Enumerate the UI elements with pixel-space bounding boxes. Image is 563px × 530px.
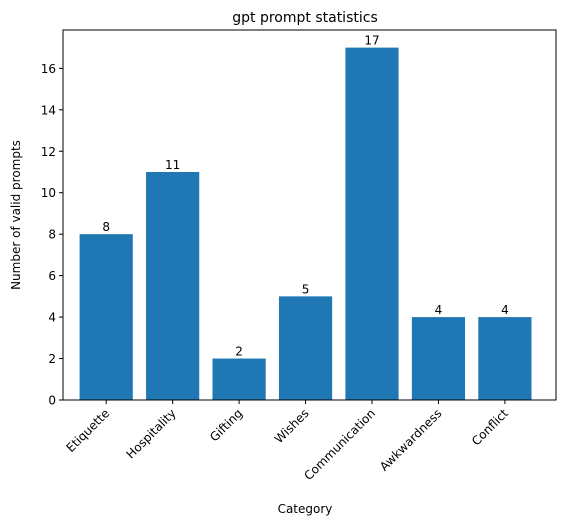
x-tick-label-wishes: Wishes bbox=[272, 406, 312, 446]
x-axis: Etiquette Hospitality Gifting WishesCommuni… bbox=[64, 400, 511, 483]
y-tick-label-0: 0 bbox=[48, 394, 56, 408]
data-label-etiquette: 8 bbox=[102, 220, 110, 234]
chart-title: gpt prompt statistics bbox=[232, 10, 377, 26]
x-tick-label-etiquette: Etiquette bbox=[64, 406, 113, 455]
data-label-hospitality: 11 bbox=[165, 158, 180, 172]
bar-communication bbox=[345, 47, 399, 401]
y-tick-label-2: 2 bbox=[48, 352, 56, 366]
x-tick-label-conflict: Conflict bbox=[469, 406, 511, 448]
data-label-wishes: 5 bbox=[302, 282, 310, 296]
y-tick-label-10: 10 bbox=[41, 186, 56, 200]
y-tick-label-16: 16 bbox=[41, 62, 56, 76]
bar-etiquette bbox=[79, 234, 133, 400]
bar-awkwardness bbox=[411, 317, 466, 400]
x-tick-label-gifting: Gifting bbox=[207, 406, 245, 444]
bar-gifting bbox=[212, 358, 266, 400]
y-axis-label: Number of valid prompts bbox=[9, 140, 23, 290]
y-axis: 0 2 4 6 8 10 12 14 16 bbox=[41, 62, 63, 408]
bar-hospitality bbox=[146, 171, 200, 400]
data-label-conflict: 4 bbox=[501, 303, 509, 317]
y-tick-label-8: 8 bbox=[48, 228, 56, 242]
data-label-awkwardness: 4 bbox=[435, 303, 443, 317]
data-label-communication: 17 bbox=[364, 34, 379, 48]
y-tick-label-6: 6 bbox=[48, 269, 56, 283]
bars bbox=[79, 47, 532, 401]
x-tick-label-hospitality: Hospitality bbox=[124, 406, 179, 461]
y-tick-label-12: 12 bbox=[41, 145, 56, 159]
y-tick-label-4: 4 bbox=[48, 311, 56, 325]
data-label-gifting: 2 bbox=[235, 345, 243, 359]
x-tick-label-awkwardness: Awkwardness bbox=[377, 406, 445, 474]
data-labels: 8 11 2 5 17 4 4 bbox=[102, 34, 508, 359]
plot-frame bbox=[62, 29, 557, 401]
bar-wishes bbox=[278, 296, 333, 400]
x-tick-label-communication: Communication bbox=[301, 406, 378, 483]
y-tick-label-14: 14 bbox=[41, 103, 56, 117]
bar-conflict bbox=[478, 317, 532, 400]
x-axis-label: Category bbox=[278, 502, 333, 516]
